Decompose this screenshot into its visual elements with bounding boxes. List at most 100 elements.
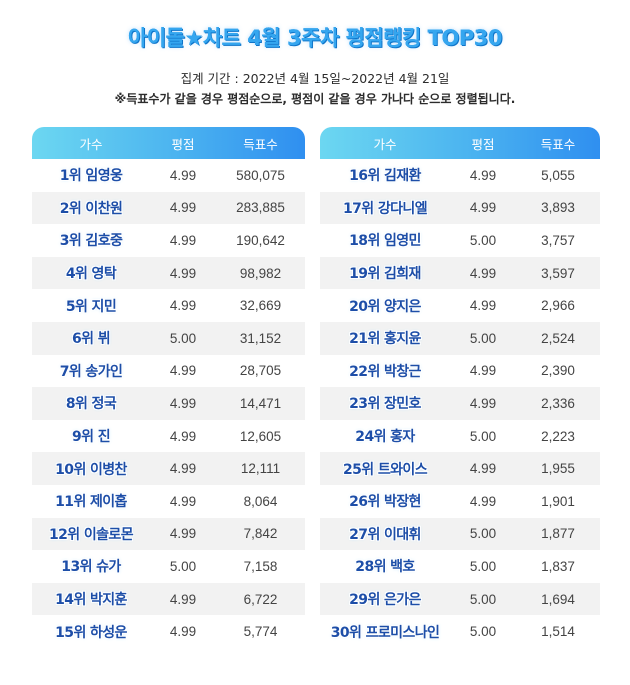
score-cell: 4.99 [169, 298, 197, 314]
table-row: 12위 이솔로몬 4.99 7,842 [32, 517, 305, 551]
score-cell: 4.99 [169, 526, 197, 542]
table-row: 6위 뷔 5.00 31,152 [32, 321, 305, 355]
table-row: 17위 강다니엘 4.99 3,893 [320, 191, 600, 225]
table-row: 13위 슈가 5.00 7,158 [32, 550, 305, 583]
rank-artist-name: 27위 이대휘 [349, 526, 421, 543]
table-row: 2위 이찬원 4.99 283,885 [32, 191, 305, 225]
rank-artist-name: 7위 송가인 [59, 363, 123, 380]
table-row: 26위 박장현 4.99 1,901 [320, 484, 600, 518]
score-cell: 5.00 [169, 558, 197, 574]
artist-cell: 13위 슈가 [32, 556, 150, 576]
votes-cell: 7,158 [243, 558, 278, 574]
table-row: 1위 임영웅 4.99 580,075 [32, 159, 305, 192]
header-artist: 가수 [373, 136, 397, 152]
rank-artist-name: 28위 백호 [355, 559, 415, 576]
votes-cell: 190,642 [236, 232, 285, 248]
votes-cell: 1,694 [541, 591, 575, 607]
artist-cell: 4위 영탁 [32, 263, 150, 283]
score-cell: 4.99 [469, 167, 497, 183]
rank-artist-name: 20위 양지은 [349, 298, 421, 315]
table-row: 8위 정국 4.99 14,471 [32, 387, 305, 420]
votes-cell: 14,471 [239, 395, 282, 411]
score-cell: 4.99 [169, 461, 197, 477]
header-score: 평점 [471, 136, 495, 152]
artist-cell: 22위 박창근 [320, 361, 450, 381]
rank-artist-name: 10위 이병찬 [55, 461, 127, 478]
rank-artist-name: 19위 김희재 [349, 266, 421, 283]
artist-cell: 12위 이솔로몬 [32, 524, 150, 544]
votes-cell: 283,885 [236, 200, 285, 216]
rank-artist-name: 29위 은가은 [349, 592, 421, 609]
score-cell: 4.99 [169, 363, 197, 379]
artist-cell: 16위 김재환 [320, 165, 450, 185]
score-cell: 4.99 [169, 428, 197, 444]
sort-note: ※득표수가 같을 경우 평점순으로, 평점이 같을 경우 가나다 순으로 정렬됩… [114, 92, 516, 106]
rank-artist-name: 4위 영탁 [65, 266, 117, 283]
rank-artist-name: 5위 지민 [65, 298, 117, 315]
header-votes: 득표수 [540, 136, 576, 152]
artist-cell: 29위 은가은 [320, 589, 450, 609]
votes-cell: 12,605 [239, 428, 282, 444]
table-row: 20위 양지은 4.99 2,966 [320, 289, 600, 322]
artist-cell: 17위 강다니엘 [320, 198, 450, 218]
score-cell: 5.00 [469, 624, 497, 640]
table-row: 27위 이대휘 5.00 1,877 [320, 517, 600, 551]
artist-cell: 10위 이병찬 [32, 459, 150, 479]
table-row: 4위 영탁 4.99 98,982 [32, 256, 305, 290]
rank-artist-name: 26위 박장현 [349, 494, 421, 511]
score-cell: 5.00 [469, 232, 497, 248]
artist-cell: 14위 박지훈 [32, 589, 150, 609]
table-row: 11위 제이홉 4.99 8,064 [32, 484, 305, 518]
rank-artist-name: 21위 홍지윤 [349, 331, 421, 348]
artist-cell: 20위 양지은 [320, 296, 450, 316]
table-row: 23위 장민호 4.99 2,336 [320, 387, 600, 420]
votes-cell: 1,837 [541, 558, 575, 574]
votes-cell: 3,597 [541, 265, 575, 281]
rank-artist-name: 17위 강다니엘 [343, 200, 428, 217]
artist-cell: 3위 김호중 [32, 230, 150, 250]
table-row: 10위 이병찬 4.99 12,111 [32, 452, 305, 485]
table-row: 7위 송가인 4.99 28,705 [32, 354, 305, 388]
table-row: 16위 김재환 4.99 5,055 [320, 159, 600, 192]
ranking-table-left: 가수 평점 득표수 1위 임영웅 4.99 580,075 2위 이찬원 4.99 283… [32, 127, 305, 648]
table-row: 30위 프로미스나인 5.00 1,514 [320, 615, 600, 648]
score-cell: 5.00 [469, 428, 497, 444]
rank-artist-name: 9위 진 [72, 429, 111, 446]
score-cell: 4.99 [469, 493, 497, 509]
votes-cell: 5,055 [541, 167, 575, 183]
votes-cell: 3,757 [541, 232, 575, 248]
table-body: 1위 임영웅 4.99 580,075 2위 이찬원 4.99 283,885 3위 김호중… [32, 159, 305, 648]
rank-artist-name: 6위 뷔 [72, 331, 111, 348]
rank-artist-name: 15위 하성운 [55, 624, 127, 641]
votes-cell: 1,877 [541, 526, 575, 542]
table-row: 28위 백호 5.00 1,837 [320, 550, 600, 583]
artist-cell: 18위 임영민 [320, 230, 450, 250]
votes-cell: 2,223 [541, 428, 575, 444]
rank-artist-name: 13위 슈가 [61, 559, 121, 576]
score-cell: 4.99 [469, 200, 497, 216]
votes-cell: 98,982 [239, 265, 282, 281]
rank-artist-name: 22위 박창근 [349, 363, 421, 380]
artist-cell: 5위 지민 [32, 296, 150, 316]
rank-artist-name: 12위 이솔로몬 [49, 526, 134, 543]
rank-artist-name: 23위 장민호 [349, 396, 421, 413]
votes-cell: 2,336 [541, 395, 575, 411]
artist-cell: 26위 박장현 [320, 491, 450, 511]
artist-cell: 2위 이찬원 [32, 198, 150, 218]
header-score: 평점 [171, 136, 195, 152]
score-cell: 5.00 [469, 558, 497, 574]
votes-cell: 7,842 [243, 526, 278, 542]
score-cell: 4.99 [169, 265, 197, 281]
table-row: 21위 홍지윤 5.00 2,524 [320, 321, 600, 355]
artist-cell: 9위 진 [32, 426, 150, 446]
votes-cell: 2,524 [541, 330, 575, 346]
table-row: 3위 김호중 4.99 190,642 [32, 224, 305, 257]
artist-cell: 7위 송가인 [32, 361, 150, 381]
table-row: 14위 박지훈 4.99 6,722 [32, 582, 305, 616]
table-header: 가수 평점 득표수 [320, 127, 600, 159]
artist-cell: 6위 뷔 [32, 328, 150, 348]
artist-cell: 30위 프로미스나인 [320, 622, 450, 642]
score-cell: 4.99 [169, 591, 197, 607]
table-row: 29위 은가은 5.00 1,694 [320, 582, 600, 616]
table-row: 25위 트와이스 4.99 1,955 [320, 452, 600, 485]
